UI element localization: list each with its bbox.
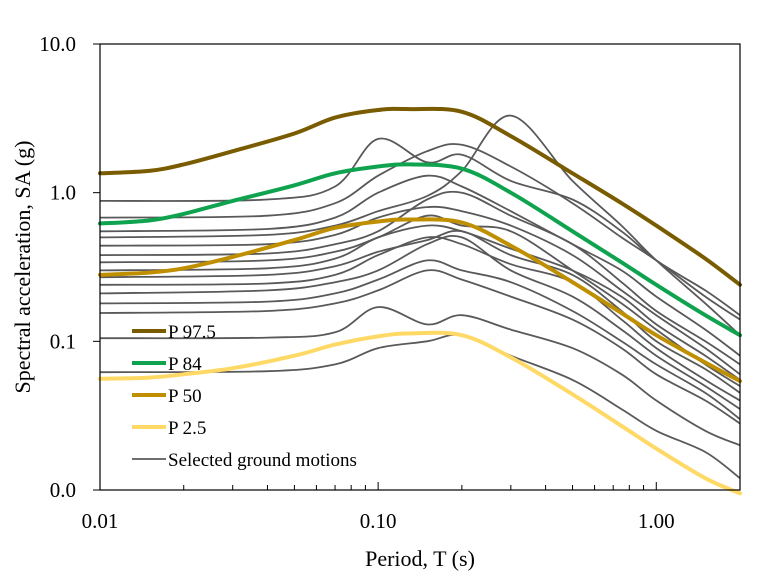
plot-area-frame [99,43,741,491]
series-line-p-84 [98,162,742,338]
ground-motion-line-13 [99,269,741,425]
y-tick-label: 10.0 [39,32,76,56]
y-tick-label: 0.0 [50,478,76,502]
ground-motion-line-10 [99,236,741,402]
ground-motion-line-12 [99,259,741,420]
legend-label-p-84: P 84 [168,354,202,375]
legend-label-p-97-5: P 97.5 [168,322,216,343]
ground-motion-line-4 [99,114,741,336]
x-tick-label: 0.01 [82,509,119,533]
ground-motion-line-5 [99,205,741,376]
plot-lines [98,106,742,496]
x-axis-title: Period, T (s) [365,546,475,571]
legend-label-p-50: P 50 [168,386,202,407]
ground-motion-line-2 [99,143,741,321]
legend: P 97.5 P 84 P 50 P 2.5 Selected ground motio… [132,322,357,471]
y-axis-title: Spectral acceleration, SA (g) [10,141,35,394]
ground-motion-line-14 [99,306,741,447]
y-tick-label: 0.1 [50,329,76,353]
series-line-p-2-5 [98,330,742,496]
ground-motion-line-9 [99,229,741,394]
x-tick-label: 1.00 [638,509,675,533]
axis-ticks: 0.01 0.10 1.00 0.0 0.1 1.0 10.0 [39,32,741,533]
legend-label-selected-ground-motions: Selected ground motions [168,450,357,471]
series-line-p-50 [98,217,742,384]
y-tick-label: 1.0 [50,181,76,205]
x-tick-label: 0.10 [360,509,397,533]
ground-motion-line-6 [99,190,741,366]
series-line-p-97-5 [98,106,742,287]
ground-motion-line-11 [99,234,741,410]
ground-motion-line-3 [99,174,741,357]
legend-label-p-2-5: P 2.5 [168,418,206,439]
